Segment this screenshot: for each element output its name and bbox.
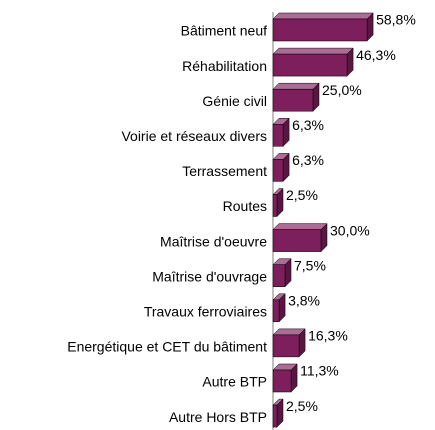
bar-top	[272, 12, 374, 20]
data-label: 2,5%	[286, 398, 318, 414]
bar	[272, 369, 292, 393]
bar	[272, 334, 300, 358]
data-label: 46,3%	[356, 47, 396, 63]
category-label: Autre Hors BTP	[169, 409, 267, 425]
bar	[272, 88, 314, 112]
bar	[272, 229, 322, 252]
data-label: 16,3%	[308, 328, 348, 344]
data-label: 3,8%	[288, 293, 320, 309]
bar	[272, 159, 284, 182]
category-label: Voirie et réseaux divers	[121, 128, 267, 144]
bar-top	[272, 82, 320, 90]
bar	[272, 124, 284, 147]
data-label: 58,8%	[376, 12, 416, 28]
bar-top	[272, 47, 354, 55]
bar	[272, 404, 278, 428]
bar	[272, 264, 286, 287]
category-label: Maîtrise d'oeuvre	[160, 233, 267, 249]
category-label: Terrassement	[182, 163, 267, 179]
category-label: Energétique et CET du bâtiment	[67, 339, 267, 355]
data-label: 6,3%	[292, 117, 324, 133]
category-label: Travaux ferroviaires	[144, 304, 267, 320]
data-label: 7,5%	[294, 257, 326, 273]
bar	[272, 194, 278, 217]
data-label: 6,3%	[292, 152, 324, 168]
category-label: Autre BTP	[202, 374, 267, 390]
data-label: 2,5%	[286, 187, 318, 203]
bar	[272, 53, 348, 77]
category-label: Génie civil	[202, 93, 267, 109]
category-label: Bâtiment neuf	[181, 23, 267, 39]
data-label: 25,0%	[322, 82, 362, 98]
data-label: 11,3%	[300, 363, 339, 379]
category-label: Maîtrise d'ouvrage	[152, 268, 267, 284]
category-label: Réhabilitation	[182, 58, 267, 74]
bar-top	[272, 223, 328, 230]
bar	[272, 18, 368, 42]
bar	[272, 299, 280, 323]
data-label: 30,0%	[330, 222, 370, 238]
category-label: Routes	[223, 198, 267, 214]
